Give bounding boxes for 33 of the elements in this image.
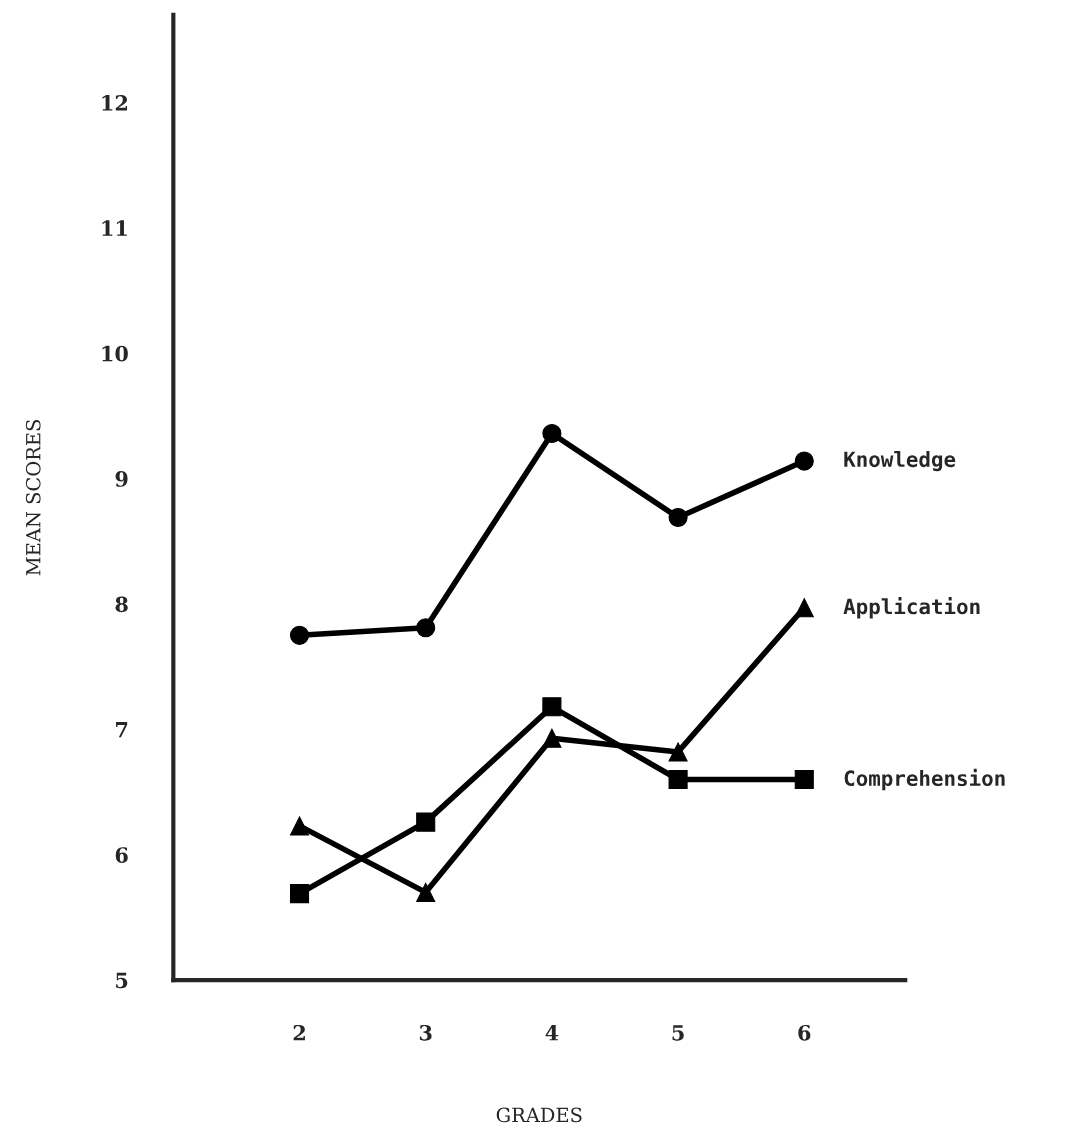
point — [542, 423, 562, 444]
x-tick-label: 5 — [672, 1025, 684, 1041]
y-tick-label: 7 — [116, 722, 128, 738]
y-tick-label: 5 — [116, 972, 128, 989]
y-axis-title: MEAN SCORES — [25, 420, 41, 576]
point — [289, 816, 310, 836]
point — [668, 769, 688, 790]
point — [289, 625, 310, 645]
series-label: Application — [843, 597, 980, 619]
point — [542, 728, 562, 748]
x-tick-label: 2 — [293, 1024, 305, 1041]
point — [289, 884, 310, 904]
y-tick-label: 10 — [102, 345, 128, 362]
x-tick-label: 6 — [798, 1024, 811, 1041]
point — [668, 742, 688, 762]
point — [794, 598, 814, 618]
point — [542, 697, 562, 717]
x-tick-label: 3 — [419, 1024, 432, 1041]
y-tick-label: 6 — [115, 847, 128, 863]
y-tick-label: 8 — [115, 596, 128, 613]
y-tick-label: 11 — [102, 220, 127, 236]
point — [794, 451, 814, 471]
point — [416, 618, 436, 638]
y-tick-label: 9 — [115, 471, 128, 487]
point — [668, 507, 688, 528]
x-axis-title: GRADES — [496, 1107, 582, 1123]
point — [416, 882, 436, 902]
x-tick-label: 4 — [545, 1024, 559, 1041]
point — [794, 769, 814, 790]
y-tick-label: 12 — [102, 94, 128, 111]
series-label: Comprehension — [844, 768, 1005, 791]
point — [416, 812, 436, 832]
series-label: Knowledge — [844, 451, 956, 472]
